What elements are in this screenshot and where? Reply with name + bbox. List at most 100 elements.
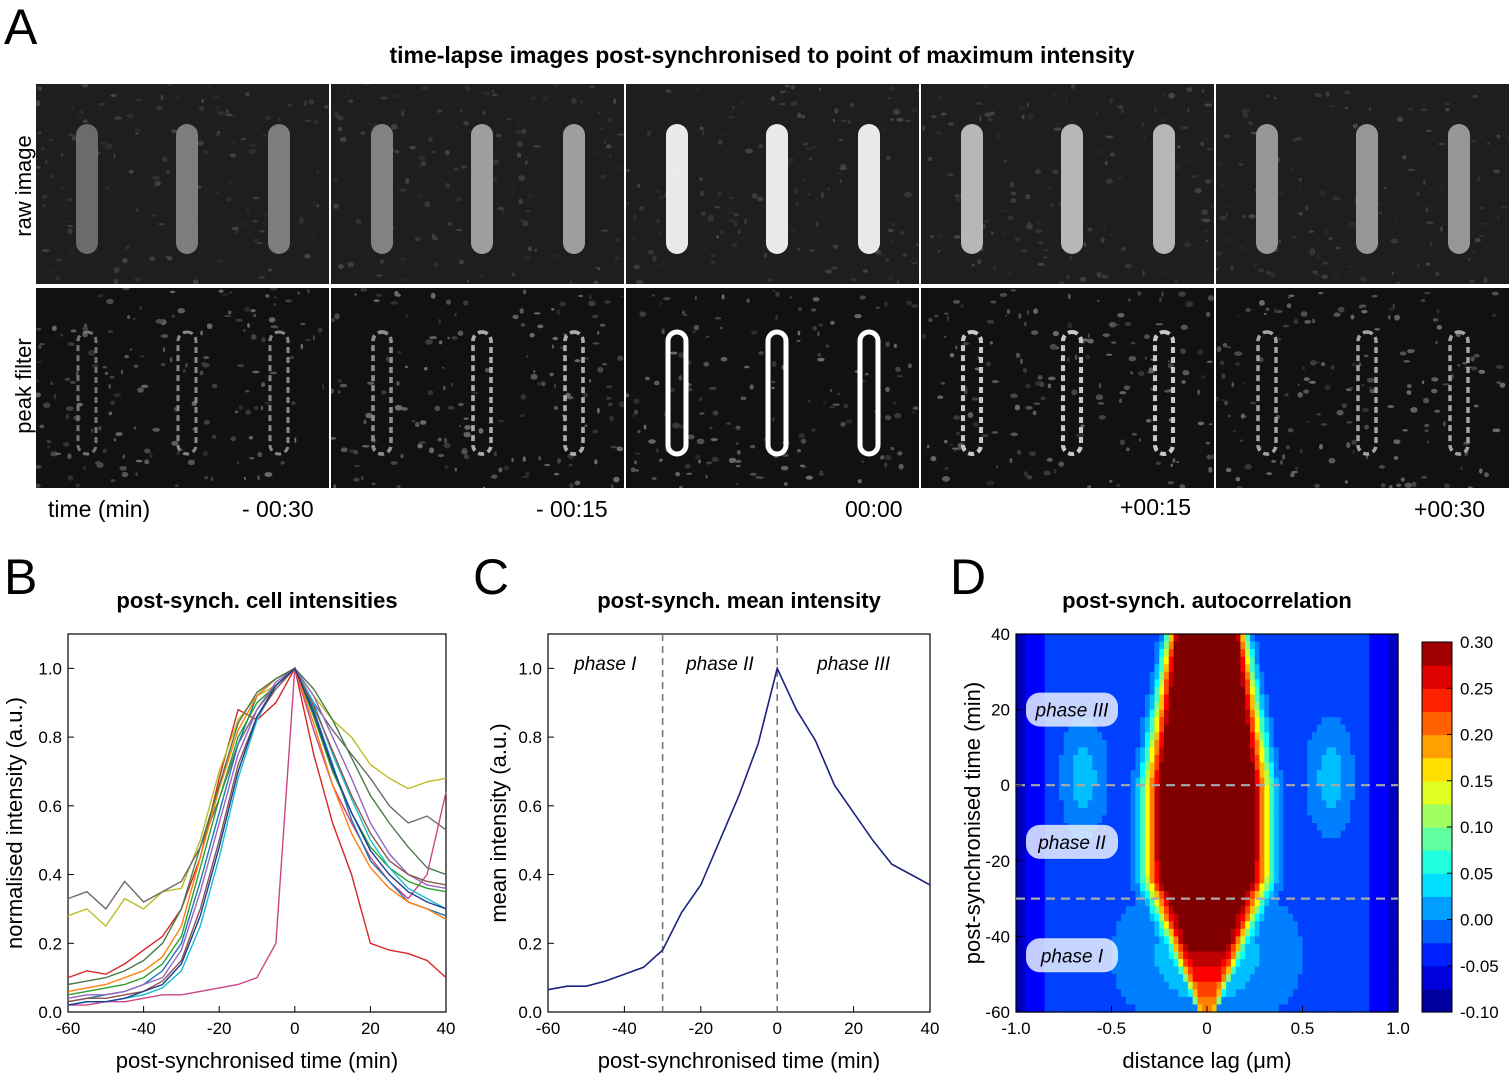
heatmap-cell — [1159, 860, 1165, 869]
heatmap-cell — [1288, 634, 1294, 643]
noise-speck — [171, 314, 176, 319]
heatmap-cell — [1144, 671, 1151, 680]
noise-speck — [454, 197, 463, 202]
heatmap-cell — [1269, 754, 1275, 764]
heatmap-cell — [1273, 679, 1280, 688]
heatmap-cell — [1249, 1004, 1256, 1013]
heatmap-cell — [1168, 792, 1175, 801]
heatmap-cell — [1192, 981, 1199, 990]
heatmap-cell — [1130, 1004, 1136, 1013]
chart-title: post-synch. cell intensities — [116, 588, 397, 613]
heatmap-cell — [1168, 823, 1175, 832]
heatmap-cell — [1183, 762, 1189, 771]
heatmap-cell — [1058, 996, 1065, 1006]
heatmap-cell — [1312, 823, 1318, 832]
heatmap-cell — [1254, 739, 1261, 748]
heatmap-cell — [1321, 815, 1327, 824]
heatmap-cell — [1316, 959, 1323, 968]
heatmap-cell — [1192, 943, 1199, 953]
noise-speck — [1014, 236, 1020, 242]
noise-speck — [1201, 88, 1205, 94]
plot-frame — [547, 633, 931, 1013]
heatmap-cell — [1297, 649, 1304, 658]
heatmap-cell — [1035, 807, 1041, 817]
noise-speck — [39, 240, 42, 245]
heatmap-cell — [1054, 883, 1060, 892]
heatmap-cell — [1144, 838, 1151, 847]
heatmap-cell — [1149, 883, 1156, 892]
heatmap-cell — [1097, 898, 1103, 907]
noise-speck — [885, 341, 890, 348]
heatmap-cell — [1216, 883, 1222, 892]
heatmap-cell — [1082, 921, 1089, 930]
heatmap-cell — [1254, 996, 1261, 1006]
x-tick-label: -20 — [207, 1019, 232, 1038]
noise-speck — [835, 172, 843, 175]
heatmap-cell — [1049, 898, 1055, 907]
noise-speck — [1483, 472, 1489, 478]
heatmap-cell — [1159, 830, 1165, 839]
noise-speck — [1421, 475, 1428, 479]
noise-speck — [833, 271, 840, 276]
heatmap-cell — [1288, 732, 1294, 741]
heatmap-cell — [1216, 800, 1222, 809]
heatmap-cell — [1187, 1004, 1194, 1013]
noise-speck — [1053, 468, 1057, 474]
heatmap-cell — [1106, 762, 1113, 771]
heatmap-cell — [1288, 747, 1294, 756]
heatmap-cell — [1054, 664, 1060, 673]
heatmap-cell — [1288, 830, 1294, 839]
noise-speck — [381, 390, 387, 395]
heatmap-cell — [1058, 921, 1065, 930]
heatmap-cell — [1130, 875, 1136, 885]
heatmap-cell — [1125, 649, 1132, 658]
heatmap-cell — [1178, 959, 1184, 968]
heatmap-cell — [1283, 1004, 1289, 1013]
heatmap-cell — [1202, 634, 1208, 643]
heatmap-cell — [1192, 739, 1199, 748]
heatmap-cell — [1226, 800, 1232, 809]
heatmap-cell — [1178, 702, 1184, 711]
heatmap-cell — [1130, 868, 1136, 877]
heatmap-cell — [1149, 913, 1156, 922]
noise-speck — [213, 94, 220, 99]
heatmap-cell — [1245, 1004, 1251, 1013]
heatmap-cell — [1316, 838, 1323, 847]
noise-speck — [597, 331, 600, 335]
heatmap-cell — [1116, 656, 1122, 665]
heatmap-cell — [1264, 860, 1270, 869]
heatmap-cell — [1259, 634, 1265, 643]
heatmap-cell — [1111, 936, 1117, 945]
heatmap-cell — [1130, 951, 1136, 960]
heatmap-cell — [1221, 664, 1227, 673]
heatmap-cell — [1159, 943, 1165, 953]
noise-speck — [491, 89, 495, 93]
noise-speck — [414, 422, 420, 428]
heatmap-cell — [1216, 845, 1222, 854]
heatmap-cell — [1125, 792, 1132, 801]
heatmap-cell — [1020, 921, 1027, 930]
noise-speck — [1333, 272, 1340, 279]
noise-speck — [911, 108, 917, 114]
noise-speck — [1046, 168, 1053, 171]
heatmap-cell — [1178, 679, 1184, 688]
heatmap-cell — [1278, 762, 1285, 771]
heatmap-cell — [1121, 762, 1127, 771]
noise-speck — [1225, 237, 1234, 243]
noise-speck — [1040, 396, 1046, 401]
heatmap-cell — [1020, 838, 1027, 847]
noise-speck — [217, 111, 226, 116]
noise-speck — [1194, 187, 1202, 194]
y-tick-label: 0.2 — [518, 934, 542, 953]
noise-speck — [694, 295, 697, 301]
heatmap-cell — [1254, 936, 1261, 945]
heatmap-cell — [1097, 875, 1103, 885]
heatmap-cell — [1054, 860, 1060, 869]
heatmap-cell — [1135, 951, 1141, 960]
heatmap-cell — [1164, 679, 1170, 688]
noise-speck — [1037, 375, 1043, 380]
heatmap-cell — [1178, 777, 1184, 786]
noise-speck — [46, 270, 55, 274]
heatmap-cell — [1302, 754, 1308, 764]
heatmap-cell — [1087, 649, 1094, 658]
